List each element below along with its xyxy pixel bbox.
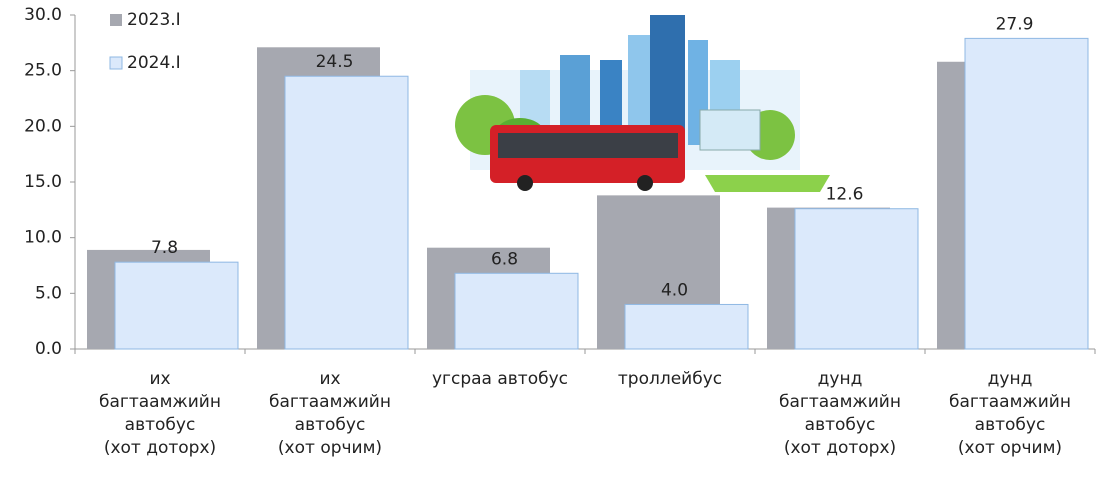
legend-swatch <box>110 14 122 26</box>
data-label: 24.5 <box>316 52 354 72</box>
y-tick-label: 20.0 <box>24 116 62 136</box>
y-tick-label: 15.0 <box>24 172 62 192</box>
y-tick-label: 0.0 <box>35 339 62 359</box>
bus-illustration <box>455 15 830 192</box>
x-tick-label: их багтаамжийн автобус (хот орчим) <box>269 369 391 458</box>
x-tick-label: дунд багтаамжийн автобус (хот доторх) <box>779 369 901 458</box>
data-label: 7.8 <box>151 238 178 258</box>
legend-swatch <box>109 56 123 70</box>
x-tick-label: троллейбус <box>617 369 723 389</box>
bar <box>284 75 409 350</box>
y-tick-label: 10.0 <box>24 228 62 248</box>
legend-label: 2024.I <box>127 53 181 73</box>
y-tick-label: 25.0 <box>24 61 62 81</box>
legend-label: 2023.I <box>127 10 181 30</box>
y-tick-label: 30.0 <box>24 5 62 25</box>
x-tick-label: их багтаамжийн автобус (хот доторх) <box>99 369 221 458</box>
x-tick-label: дунд багтаамжийн автобус (хот орчим) <box>949 369 1071 458</box>
bar <box>624 303 749 350</box>
bar <box>794 208 919 350</box>
y-tick-label: 5.0 <box>35 283 62 303</box>
x-tick-label: угсраа автобус <box>432 369 568 389</box>
bar <box>964 37 1089 350</box>
data-label: 27.9 <box>996 14 1034 34</box>
bar <box>454 272 579 350</box>
data-label: 12.6 <box>826 185 864 205</box>
data-label: 4.0 <box>661 280 688 300</box>
data-label: 6.8 <box>491 249 518 269</box>
bar <box>114 261 239 350</box>
